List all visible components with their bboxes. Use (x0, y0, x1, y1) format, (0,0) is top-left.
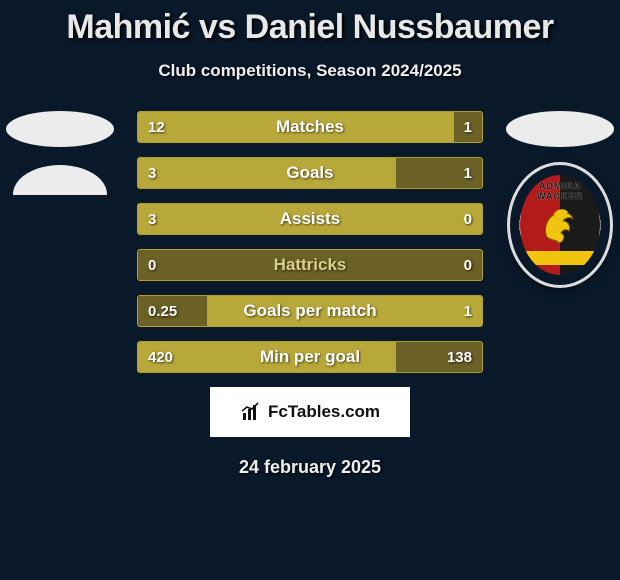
player-right-avatar: ADMIRA WACKER (506, 111, 614, 285)
stat-row: Matches12 1 (137, 111, 483, 143)
site-name: FcTables.com (268, 402, 380, 422)
snapshot-date: 24 february 2025 (0, 457, 620, 478)
stat-value-right: 1 (454, 112, 482, 142)
page-title: Mahmić vs Daniel Nussbaumer (0, 0, 620, 47)
stat-value-right: 1 (454, 296, 482, 326)
stat-value-left: 3 (138, 158, 166, 188)
stat-value-right: 0 (454, 250, 482, 280)
stat-value-right: 138 (437, 342, 482, 372)
stat-label: Goals per match (138, 296, 482, 326)
stat-label: Goals (138, 158, 482, 188)
stat-row: Goals3 1 (137, 157, 483, 189)
stat-value-left: 0.25 (138, 296, 187, 326)
avatar-body-icon (13, 165, 107, 195)
griffin-icon (537, 203, 583, 249)
player-left-avatar (6, 111, 114, 195)
stat-label: Assists (138, 204, 482, 234)
avatar-head-icon (506, 111, 614, 147)
stat-row: Hattricks0 0 (137, 249, 483, 281)
stat-label: Matches (138, 112, 482, 142)
comparison-arena: ADMIRA WACKER Matches121Goals31Assists30… (0, 111, 620, 373)
stat-value-right: 1 (454, 158, 482, 188)
stat-label: Min per goal (138, 342, 482, 372)
stat-value-left: 3 (138, 204, 166, 234)
subtitle: Club competitions, Season 2024/2025 (0, 61, 620, 81)
stat-value-left: 0 (138, 250, 166, 280)
club-name-text: ADMIRA WACKER (520, 181, 600, 201)
stat-label: Hattricks (138, 250, 482, 280)
site-attribution: FcTables.com (210, 387, 410, 437)
stat-value-left: 12 (138, 112, 175, 142)
stat-row: Goals per match0.25 1 (137, 295, 483, 327)
stat-value-left: 420 (138, 342, 183, 372)
fctables-logo-icon (240, 401, 262, 423)
avatar-head-icon (6, 111, 114, 147)
club-badge-right: ADMIRA WACKER (510, 165, 610, 285)
stat-row: Min per goal420 138 (137, 341, 483, 373)
stat-value-right: 0 (454, 204, 482, 234)
comparison-bars: Matches121Goals31Assists30Hattricks00Goa… (137, 111, 483, 373)
stat-row: Assists3 0 (137, 203, 483, 235)
